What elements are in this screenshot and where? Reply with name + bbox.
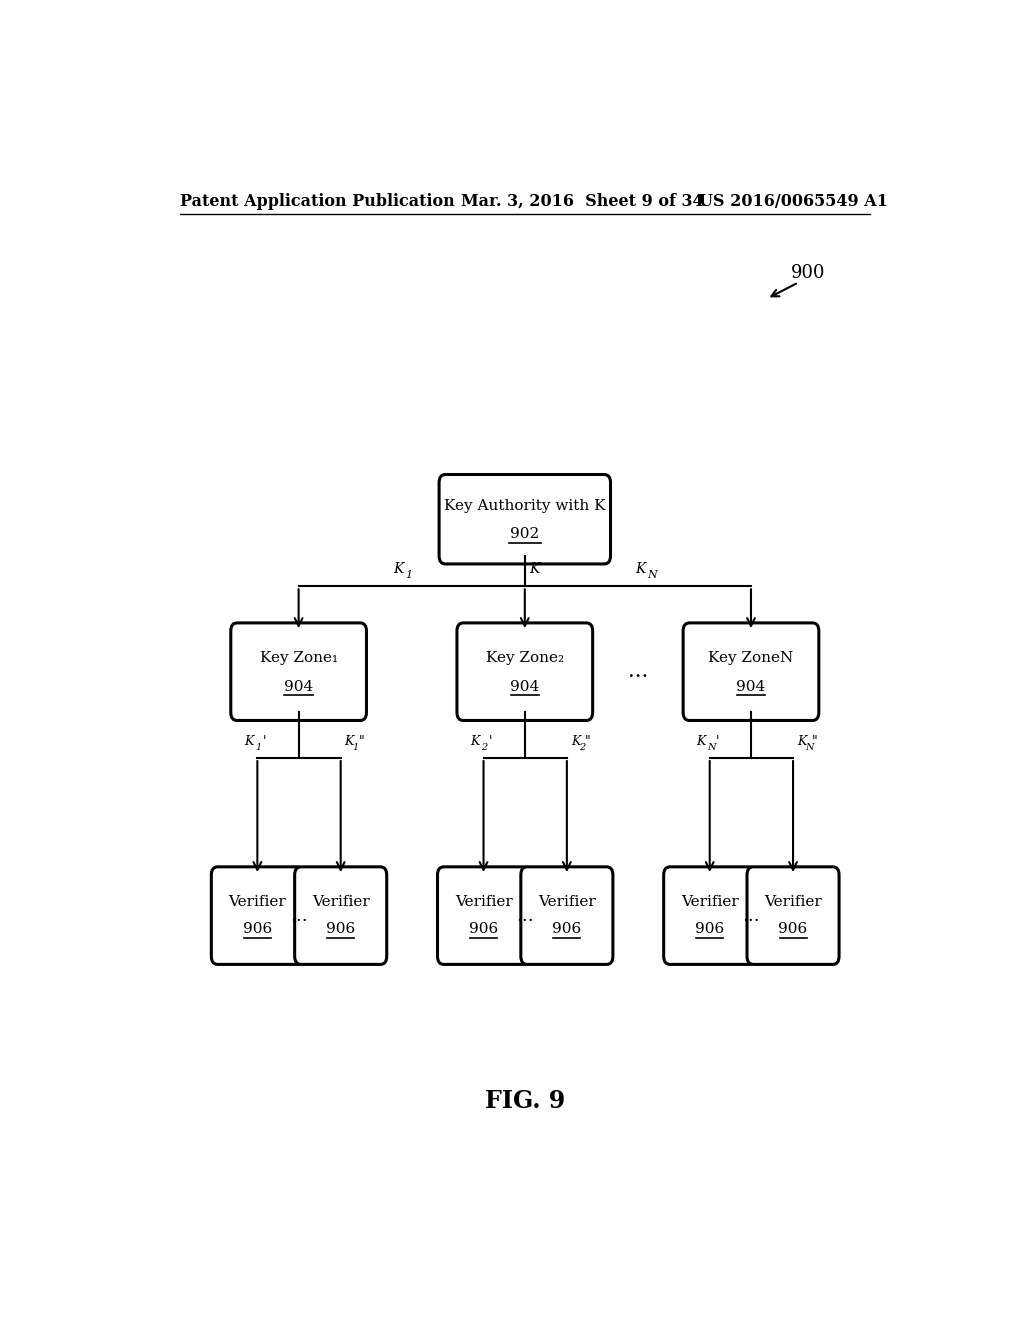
- Text: N: N: [805, 743, 813, 752]
- Text: Mar. 3, 2016  Sheet 9 of 34: Mar. 3, 2016 Sheet 9 of 34: [461, 193, 703, 210]
- Text: Key Zone₂: Key Zone₂: [485, 652, 564, 665]
- Text: Verifier: Verifier: [455, 895, 512, 909]
- Text: ": ": [585, 735, 591, 748]
- Text: Key ZoneN: Key ZoneN: [709, 652, 794, 665]
- Text: K: K: [345, 735, 354, 748]
- Text: K: K: [528, 562, 540, 576]
- Text: N: N: [647, 570, 657, 581]
- Text: K: K: [244, 735, 253, 748]
- Text: 902: 902: [510, 528, 540, 541]
- FancyBboxPatch shape: [211, 867, 303, 965]
- Text: 906: 906: [778, 921, 808, 936]
- FancyBboxPatch shape: [437, 867, 529, 965]
- FancyBboxPatch shape: [664, 867, 756, 965]
- Text: ...: ...: [290, 907, 308, 924]
- Text: ': ': [263, 735, 266, 748]
- Text: ...: ...: [516, 907, 534, 924]
- FancyBboxPatch shape: [457, 623, 593, 721]
- FancyBboxPatch shape: [439, 474, 610, 564]
- Text: 904: 904: [284, 680, 313, 694]
- FancyBboxPatch shape: [230, 623, 367, 721]
- Text: K: K: [470, 735, 479, 748]
- Text: K: K: [636, 562, 646, 576]
- FancyBboxPatch shape: [746, 867, 839, 965]
- Text: Verifier: Verifier: [681, 895, 738, 909]
- Text: 1: 1: [406, 570, 413, 581]
- Text: ...: ...: [628, 663, 648, 681]
- Text: 906: 906: [695, 921, 724, 936]
- Text: ": ": [359, 735, 365, 748]
- Text: Verifier: Verifier: [228, 895, 287, 909]
- Text: Verifier: Verifier: [312, 895, 370, 909]
- Text: 904: 904: [736, 680, 766, 694]
- Text: Patent Application Publication: Patent Application Publication: [179, 193, 455, 210]
- Text: K: K: [696, 735, 706, 748]
- Text: N: N: [708, 743, 716, 752]
- Text: 1: 1: [255, 743, 261, 752]
- Text: K: K: [393, 562, 403, 576]
- Text: ": ": [811, 735, 817, 748]
- Text: K: K: [570, 735, 581, 748]
- Text: 906: 906: [469, 921, 498, 936]
- Text: Key Zone₁: Key Zone₁: [259, 652, 338, 665]
- Text: ...: ...: [742, 907, 760, 924]
- Text: 904: 904: [510, 680, 540, 694]
- Text: FIG. 9: FIG. 9: [484, 1089, 565, 1113]
- Text: 2: 2: [481, 743, 487, 752]
- Text: ': ': [715, 735, 719, 748]
- Text: 906: 906: [552, 921, 582, 936]
- FancyBboxPatch shape: [521, 867, 613, 965]
- Text: K: K: [797, 735, 806, 748]
- Text: 2: 2: [579, 743, 585, 752]
- Text: 1: 1: [352, 743, 358, 752]
- FancyBboxPatch shape: [683, 623, 819, 721]
- Text: 906: 906: [326, 921, 355, 936]
- Text: Verifier: Verifier: [764, 895, 822, 909]
- Text: Key Authority with K: Key Authority with K: [444, 499, 605, 513]
- Text: ': ': [489, 735, 493, 748]
- Text: Verifier: Verifier: [538, 895, 596, 909]
- FancyBboxPatch shape: [295, 867, 387, 965]
- Text: US 2016/0065549 A1: US 2016/0065549 A1: [699, 193, 889, 210]
- Text: 900: 900: [791, 264, 825, 282]
- Text: 906: 906: [243, 921, 272, 936]
